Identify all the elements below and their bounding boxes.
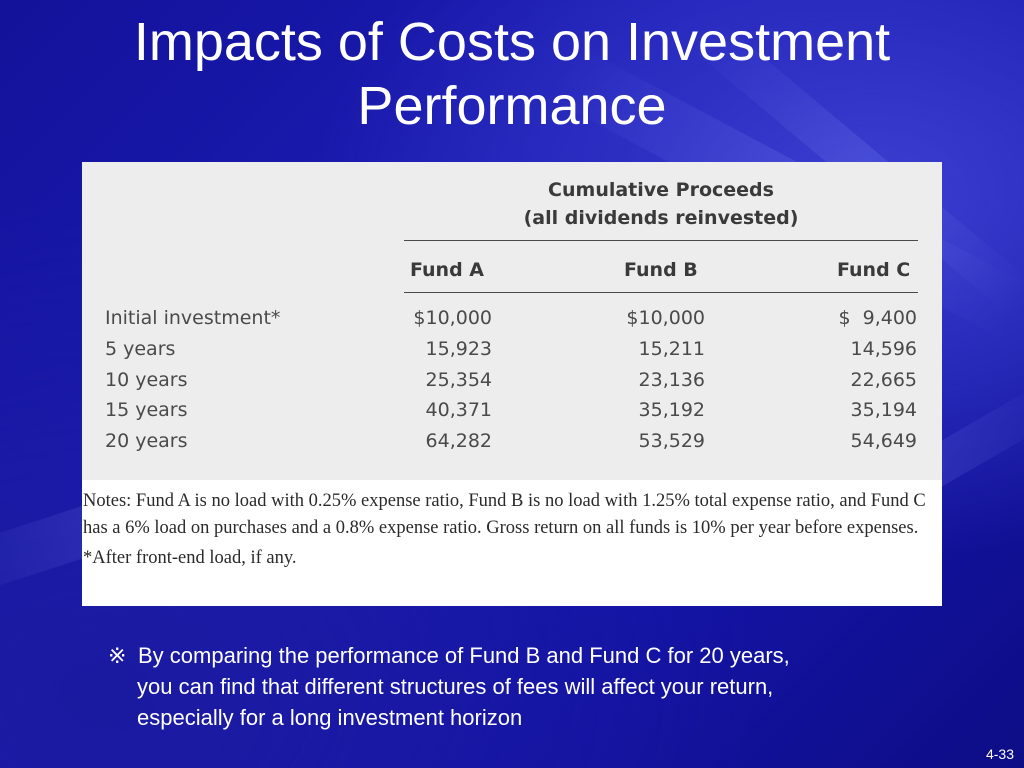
table-row: Initial investment* $10,000 $10,000 $ 9,…: [82, 303, 942, 334]
header-rule: [404, 240, 918, 241]
fund-a-value: 15,923: [425, 338, 492, 360]
fund-c-value: 22,665: [850, 369, 917, 391]
table-row: 15 years 40,371 35,192 35,194: [82, 395, 942, 426]
row-label: 15 years: [105, 399, 188, 421]
notes-text: Notes: Fund A is no load with 0.25% expe…: [83, 491, 926, 538]
fund-c-value: $ 9,400: [838, 307, 917, 329]
fund-c-value: 54,649: [850, 430, 917, 452]
table-notes: Notes: Fund A is no load with 0.25% expe…: [83, 488, 941, 572]
table-body-area: Cumulative Proceeds (all dividends reinv…: [82, 162, 942, 480]
table-row: 20 years 64,282 53,529 54,649: [82, 426, 942, 457]
column-header-rule: [404, 292, 918, 293]
header-line2: (all dividends reinvested): [523, 207, 799, 229]
reference-mark-icon: ※: [108, 643, 127, 668]
fund-a-value: 25,354: [425, 369, 492, 391]
fund-b-value: 35,192: [638, 399, 705, 421]
row-label: 20 years: [105, 430, 188, 452]
fund-a-value: $10,000: [413, 307, 492, 329]
column-header-fund-c: Fund C: [837, 259, 911, 281]
fund-a-value: 40,371: [425, 399, 492, 421]
fund-b-value: 53,529: [638, 430, 705, 452]
column-header-fund-b: Fund B: [624, 259, 698, 281]
fund-b-value: 15,211: [638, 338, 705, 360]
conclusion-note: ※ By comparing the performance of Fund B …: [108, 640, 928, 733]
page-number: 4-33: [985, 746, 1014, 762]
slide-title: Impacts of Costs on Investment Performan…: [0, 10, 1024, 138]
column-header-fund-a: Fund A: [410, 259, 485, 281]
row-label: 10 years: [105, 369, 188, 391]
slide-title-line1: Impacts of Costs on Investment: [133, 12, 891, 72]
fund-c-value: 35,194: [850, 399, 917, 421]
fund-b-value: 23,136: [638, 369, 705, 391]
fund-c-value: 14,596: [850, 338, 917, 360]
row-label: 5 years: [105, 338, 176, 360]
table-row: 10 years 25,354 23,136 22,665: [82, 365, 942, 396]
table-row: 5 years 15,923 15,211 14,596: [82, 334, 942, 365]
conclusion-line3: especially for a long investment horizon: [137, 705, 523, 730]
fund-a-value: 64,282: [425, 430, 492, 452]
header-line1: Cumulative Proceeds: [548, 179, 774, 201]
fund-comparison-table: Cumulative Proceeds (all dividends reinv…: [82, 162, 942, 606]
conclusion-line1: By comparing the performance of Fund B a…: [138, 643, 790, 668]
footnote-text: *After front-end load, if any.: [83, 548, 297, 568]
row-label: Initial investment*: [105, 307, 281, 329]
cumulative-proceeds-header: Cumulative Proceeds (all dividends reinv…: [404, 176, 918, 232]
conclusion-line2: you can find that different structures o…: [137, 674, 774, 699]
slide-title-line2: Performance: [357, 76, 667, 136]
fund-b-value: $10,000: [626, 307, 705, 329]
